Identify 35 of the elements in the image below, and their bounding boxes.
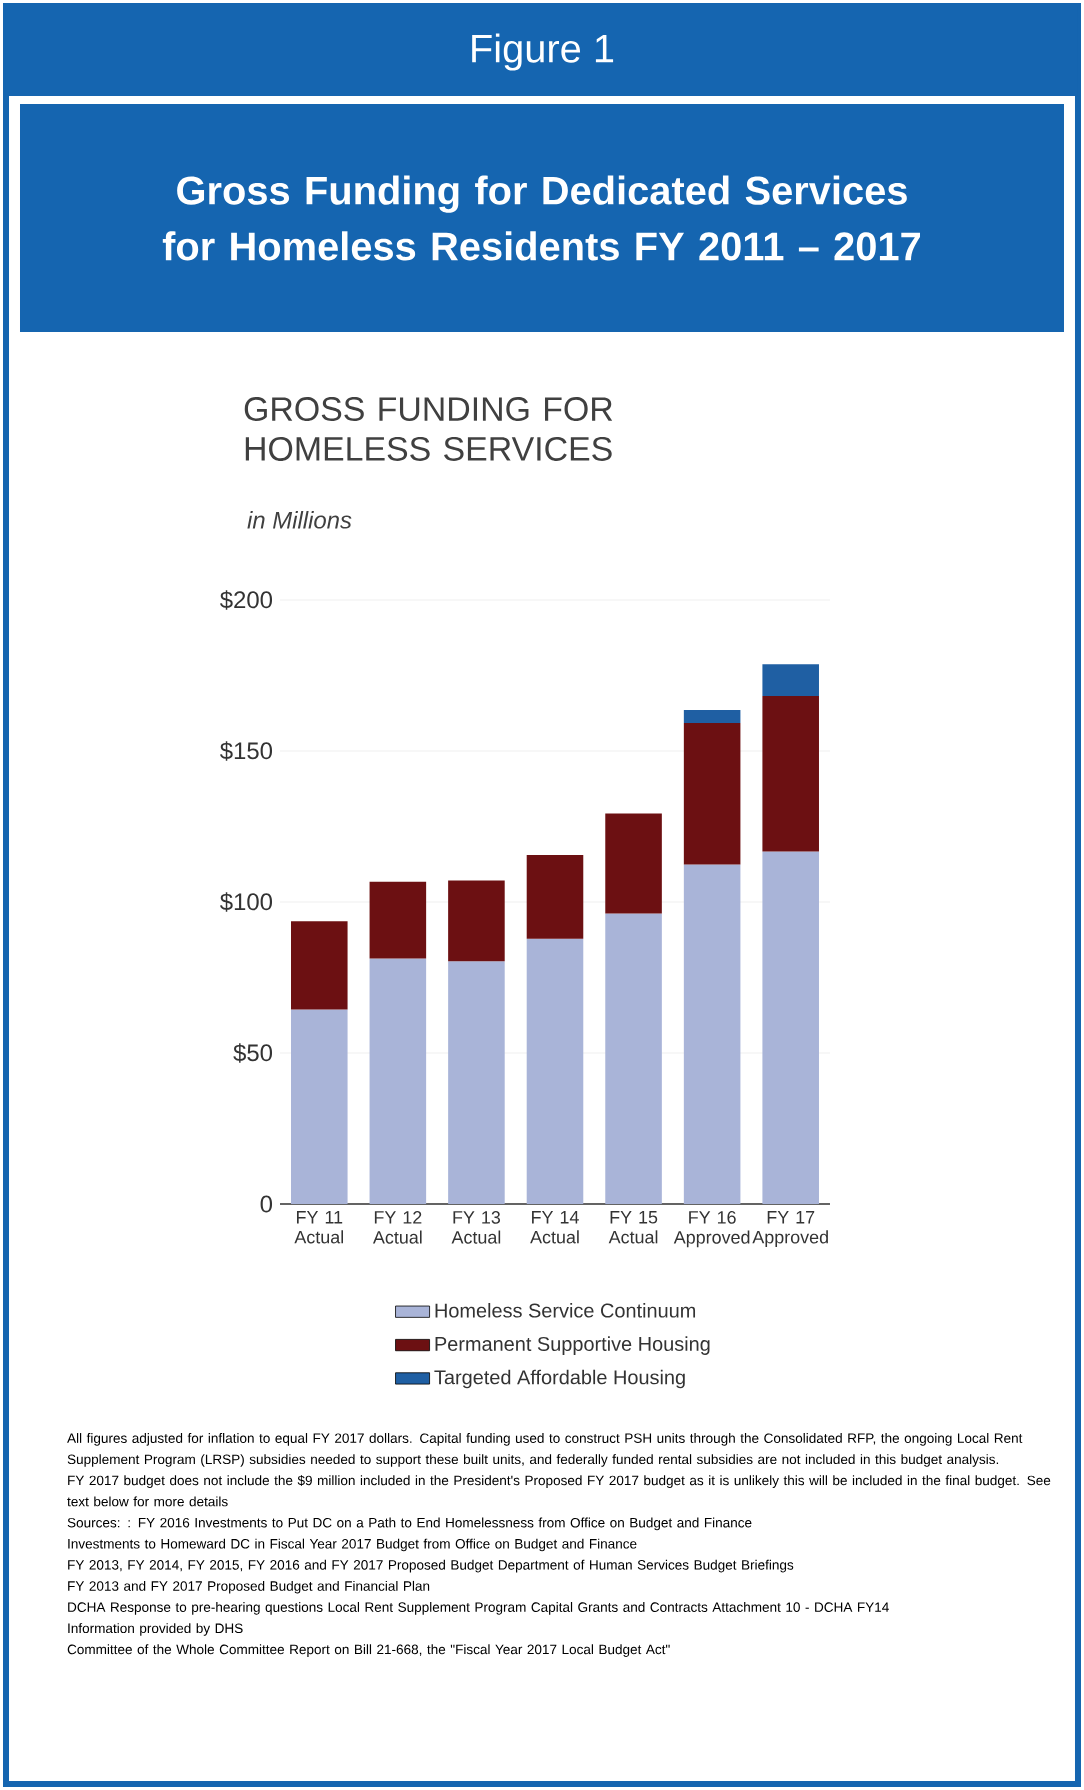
bar [683, 864, 741, 1205]
text: in Millions [247, 511, 352, 529]
bar [291, 1009, 348, 1205]
x-tick-label: FY 14 Actual [530, 1211, 579, 1244]
x-tick-label: FY 11 Actual [294, 1211, 343, 1244]
x-tick-label: FY 15 Actual [608, 1211, 658, 1244]
bar [526, 854, 584, 939]
y-tick-label: $200 [220, 590, 273, 610]
x-tick-label: FY 12 Actual [372, 1211, 422, 1244]
legend-label: Permanent Supportive Housing [435, 1336, 710, 1355]
bar [605, 913, 662, 1205]
bar [683, 709, 741, 723]
bar [526, 938, 584, 1205]
x-tick-label: FY 17 Approved [752, 1211, 828, 1248]
bar [369, 881, 427, 959]
legend-label: Homeless Service Continuum [435, 1302, 696, 1318]
bar [448, 961, 505, 1205]
bar [683, 722, 741, 865]
legend-label: Targeted Affordable Housing [434, 1369, 685, 1389]
bar [762, 696, 819, 852]
bar [291, 921, 348, 1010]
bar [369, 958, 427, 1205]
chart-subtitle: GROSS FUNDING FOR HOMELESS SERVICES [244, 397, 613, 461]
x-tick-label: FY 16 Approved [673, 1211, 750, 1248]
bar [448, 880, 505, 962]
bar [762, 851, 819, 1205]
bar [605, 813, 662, 914]
y-tick-label: $100 [220, 892, 273, 912]
bar [762, 664, 819, 697]
chart-title: Gross Funding for Dedicated Services for Homeless Residents FY 2011 – 2017 [162, 175, 920, 261]
caption: Figure 1 [472, 33, 614, 71]
y-tick-label: $150 [220, 741, 273, 761]
y-tick-label: 0 [260, 1195, 273, 1213]
y-tick-label: $50 [233, 1043, 273, 1063]
x-tick-label: FY 13 Actual [451, 1211, 501, 1244]
